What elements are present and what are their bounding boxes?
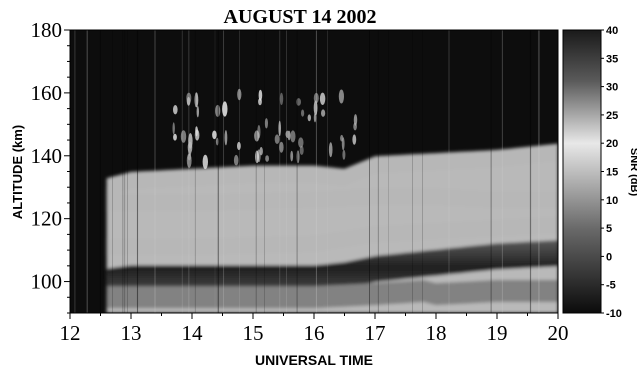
x-tick-label: 12 (60, 321, 81, 345)
colorbar-tick-label: 5 (606, 223, 612, 235)
echo-patch (255, 150, 259, 164)
echo-patch (328, 142, 333, 158)
x-tick-label: 13 (121, 321, 142, 345)
colorbar-tick-label: 20 (606, 138, 618, 150)
chart-title: AUGUST 14 2002 (224, 6, 377, 28)
echo-patch (301, 109, 305, 117)
echo-patch (287, 130, 291, 141)
echo-patch (222, 101, 228, 117)
echo-layers (106, 143, 558, 313)
echo-patch (202, 154, 208, 170)
colorbar-ticks: 40 35 30 25 20 15 10 5 0 -5 -10 (601, 25, 622, 320)
y-axis-label: ALTITUDE (km) (10, 125, 25, 219)
echo-patch (215, 104, 221, 117)
colorbar-tick-label: 15 (606, 167, 618, 179)
echo-patch (279, 141, 284, 153)
y-tick-label: 120 (31, 207, 63, 231)
x-tick-label: 15 (243, 321, 264, 345)
echo-band (106, 143, 558, 197)
y-tick-label: 160 (31, 81, 63, 105)
echo-patch (196, 106, 199, 118)
echo-patch (321, 109, 326, 117)
x-tick-label: 14 (182, 321, 204, 345)
y-tick-label: 180 (31, 18, 63, 42)
x-tick-label: 19 (487, 321, 508, 345)
echo-patch (353, 114, 358, 126)
echo-patch (279, 92, 284, 105)
echo-band (106, 216, 558, 256)
echo-patch (307, 114, 311, 122)
echo-patch (212, 130, 217, 140)
echo-patch (278, 120, 282, 137)
colorbar-gradient (562, 29, 602, 314)
echo-patch (299, 145, 304, 155)
colorbar-tick-label: 40 (606, 25, 618, 37)
echo-patch (290, 130, 296, 143)
echo-patch (237, 141, 241, 151)
echo-patch (237, 88, 242, 101)
echo-patch (313, 113, 317, 123)
echo-band (106, 187, 558, 212)
echo-patch (224, 130, 228, 146)
echo-patch (274, 134, 280, 144)
echo-patch (258, 89, 263, 101)
colorbar-tick-label: -10 (606, 308, 622, 320)
colorbar-tick-label: 10 (606, 195, 618, 207)
echo-patch (194, 92, 199, 108)
echo-patch (340, 134, 344, 142)
echo-patch (313, 100, 318, 116)
x-axis: 12 13 14 15 16 17 18 19 20 (60, 313, 569, 345)
x-tick-label: 17 (365, 321, 386, 345)
echo-patch (172, 122, 175, 135)
echo-patch (352, 134, 357, 145)
echo-patch (173, 105, 178, 115)
patchy-echoes (172, 88, 358, 170)
x-axis-label: UNIVERSAL TIME (255, 352, 373, 368)
echo-patch (259, 147, 263, 156)
echo-patch (186, 92, 192, 104)
x-tick-label: 16 (304, 321, 325, 345)
echo-patch (215, 137, 219, 146)
echo-band (106, 280, 558, 309)
echo-patch (296, 98, 301, 106)
echo-patch (342, 149, 346, 160)
colorbar-tick-label: 25 (606, 110, 618, 122)
colorbar: 40 35 30 25 20 15 10 5 0 -5 -10 SNR (dB) (562, 25, 637, 320)
echo-patch (187, 154, 192, 161)
x-tick-label: 18 (426, 321, 447, 345)
echo-patch (194, 129, 200, 141)
echo-patch (296, 150, 300, 164)
vertical-streaks (74, 30, 540, 313)
colorbar-tick-label: 30 (606, 82, 618, 94)
echo-patch (264, 118, 268, 129)
heatmap-area (70, 30, 558, 313)
echo-patch (180, 130, 187, 143)
y-tick-label: 100 (31, 270, 63, 294)
echo-patch (319, 92, 326, 106)
y-axis: 100 120 140 160 180 (31, 18, 70, 314)
echo-patch (188, 133, 193, 149)
echo-patch (233, 154, 239, 166)
echo-band (106, 240, 558, 295)
colorbar-tick-label: -5 (606, 280, 616, 292)
echo-patch (254, 130, 260, 142)
echo-patch (313, 92, 319, 104)
colorbar-label: SNR (dB) (628, 148, 637, 197)
x-tick-label: 20 (548, 321, 569, 345)
y-tick-label: 140 (31, 144, 63, 168)
colorbar-tick-label: 35 (606, 53, 618, 65)
echo-patch (338, 89, 344, 104)
echo-patch (173, 133, 177, 141)
colorbar-tick-label: 0 (606, 251, 612, 263)
echo-patch (265, 155, 269, 162)
echo-patch (298, 137, 304, 148)
echo-patch (290, 150, 294, 162)
